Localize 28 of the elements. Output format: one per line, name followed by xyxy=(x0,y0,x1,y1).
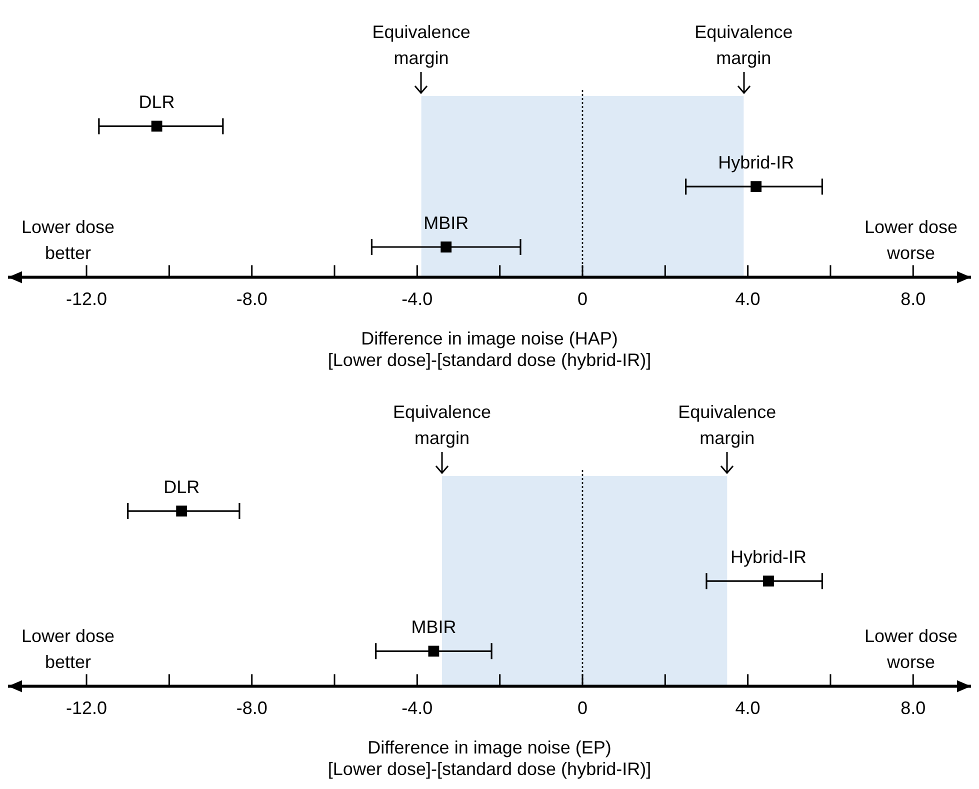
x-tick-label: 0 xyxy=(577,288,588,309)
x-tick-label: -8.0 xyxy=(236,698,268,718)
x-tick-label: 8.0 xyxy=(900,288,926,309)
text: Equivalence margin xyxy=(694,22,793,68)
series-label: Hybrid-IR xyxy=(730,547,806,568)
x-tick-label: -4.0 xyxy=(402,288,433,309)
x-axis-title: Difference in image noise (EP) [Lower dose]-[standard dose (hybrid-IR)] xyxy=(328,738,652,780)
series-label: Hybrid-IR xyxy=(718,152,794,173)
x-tick-label: -12.0 xyxy=(66,288,108,309)
x-axis-title: Difference in image noise (HAP) [Lower dose]-[standard dose (hybrid-IR)] xyxy=(328,328,652,370)
x-tick-label: -4.0 xyxy=(402,698,433,718)
annotation: Lower dose better xyxy=(21,626,115,672)
series-label: MBIR xyxy=(424,212,469,233)
series-label: DLR xyxy=(164,477,200,497)
series-label: MBIR xyxy=(411,617,456,638)
x-tick-label: -8.0 xyxy=(236,288,268,309)
annotation: Lower dose worse xyxy=(864,217,958,264)
series-label: DLR xyxy=(138,92,175,112)
x-tick-label: -12.0 xyxy=(66,698,108,718)
annotation: Lower dose better xyxy=(21,217,115,264)
text: Equivalence margin xyxy=(678,402,776,448)
annotation: Lower dose worse xyxy=(864,626,958,672)
x-tick-label: 8.0 xyxy=(900,698,926,718)
text: Equivalence margin xyxy=(392,402,492,448)
text: Equivalence margin xyxy=(372,22,470,68)
x-tick-label: 0 xyxy=(577,698,588,718)
x-tick-label: 4.0 xyxy=(735,288,760,309)
x-tick-label: 4.0 xyxy=(735,698,760,718)
